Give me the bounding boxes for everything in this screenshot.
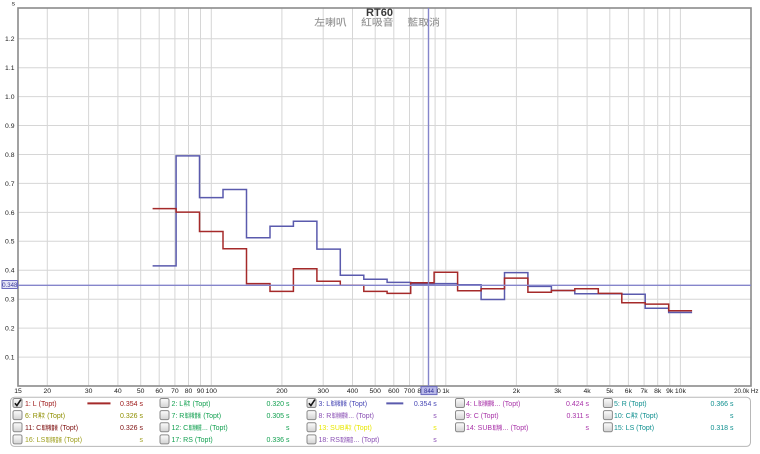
svg-text:(Topt): (Topt) [201, 413, 221, 420]
svg-text:0.318 s: 0.318 s [711, 425, 734, 432]
svg-text:0.4: 0.4 [5, 268, 15, 275]
svg-text:1k: 1k [442, 388, 450, 395]
svg-text:20.0k Hz: 20.0k Hz [734, 388, 758, 395]
svg-text:2k: 2k [513, 388, 521, 395]
svg-text:70: 70 [171, 388, 179, 395]
svg-text:0.6: 0.6 [5, 210, 15, 217]
svg-text:4: L: 4: L [466, 401, 478, 408]
svg-text:... (Topt): ... (Topt) [503, 425, 529, 432]
svg-text:6: R: 6: R [25, 413, 38, 420]
svg-text:0.348: 0.348 [2, 283, 18, 289]
svg-text:0.336 s: 0.336 s [267, 437, 290, 444]
svg-text:9k: 9k [666, 388, 674, 395]
svg-text:200: 200 [276, 388, 288, 395]
svg-text:17: RS: 17: RS [172, 437, 194, 444]
svg-text:0.424 s: 0.424 s [566, 401, 589, 408]
svg-text:8k: 8k [654, 388, 662, 395]
svg-text:8: R: 8: R [319, 413, 332, 420]
svg-text:6k: 6k [625, 388, 633, 395]
svg-text:5: R: 5: R [614, 401, 627, 408]
svg-text:11: C: 11: C [25, 425, 41, 432]
svg-text:80: 80 [185, 388, 193, 395]
svg-text:0.8: 0.8 [5, 152, 15, 159]
svg-text:0.326 s: 0.326 s [120, 413, 143, 420]
svg-text:s: s [586, 425, 590, 432]
svg-text:50: 50 [137, 388, 145, 395]
svg-text:0.2: 0.2 [5, 326, 15, 333]
svg-text:15: LS: 15: LS [614, 425, 635, 432]
svg-text:40: 40 [114, 388, 122, 395]
svg-text:1: L: 1: L [25, 401, 37, 408]
svg-text:0.311 s: 0.311 s [567, 413, 590, 420]
svg-text:0.320 s: 0.320 s [267, 401, 290, 408]
svg-text:500: 500 [370, 388, 382, 395]
svg-text:0.1: 0.1 [5, 355, 15, 362]
svg-text:(Topt): (Topt) [62, 437, 82, 444]
svg-text:... (Topt): ... (Topt) [202, 425, 228, 432]
svg-text:3k: 3k [554, 388, 562, 395]
svg-text:s: s [433, 413, 437, 420]
svg-text:0.366 s: 0.366 s [711, 401, 734, 408]
svg-text:1.0: 1.0 [5, 94, 15, 101]
svg-text:... (Topt): ... (Topt) [495, 401, 521, 408]
svg-text:0.7: 0.7 [5, 181, 15, 188]
svg-text:20: 20 [44, 388, 52, 395]
svg-text:400: 400 [347, 388, 359, 395]
svg-text:0.326 s: 0.326 s [120, 425, 143, 432]
svg-text:7k: 7k [641, 388, 649, 395]
svg-text:0.305 s: 0.305 s [267, 413, 290, 420]
svg-text:60: 60 [155, 388, 163, 395]
svg-text:... (Topt): ... (Topt) [348, 413, 374, 420]
svg-text:RT60: RT60 [366, 7, 393, 19]
svg-text:14: SUB: 14: SUB [466, 425, 492, 432]
svg-text:0.354 s: 0.354 s [120, 401, 143, 408]
svg-text:5k: 5k [606, 388, 614, 395]
svg-text:s: s [286, 425, 290, 432]
svg-text:(Topt): (Topt) [191, 401, 211, 408]
svg-text:700: 700 [404, 388, 416, 395]
svg-text:13: SUB: 13: SUB [319, 425, 345, 432]
svg-text:3: L: 3: L [319, 401, 331, 408]
svg-text:(Topt): (Topt) [37, 401, 57, 408]
svg-text:10k: 10k [675, 388, 687, 395]
svg-text:0.3: 0.3 [5, 297, 15, 304]
svg-text:90: 90 [197, 388, 205, 395]
svg-text:1.1: 1.1 [5, 65, 15, 72]
svg-text:300: 300 [318, 388, 330, 395]
svg-text:1.2: 1.2 [5, 36, 15, 43]
svg-text:(Topt): (Topt) [479, 413, 499, 420]
svg-text:0.9: 0.9 [5, 123, 15, 130]
svg-text:15: 15 [14, 388, 22, 395]
svg-text:7: R: 7: R [172, 413, 185, 420]
svg-text:s: s [433, 425, 437, 432]
svg-text:(Topt): (Topt) [638, 413, 658, 420]
svg-text:(Topt): (Topt) [347, 401, 367, 408]
svg-text:30: 30 [85, 388, 93, 395]
svg-text:(Topt): (Topt) [627, 401, 647, 408]
svg-text:(Topt): (Topt) [58, 425, 78, 432]
svg-text:0.5: 0.5 [5, 239, 15, 246]
svg-text:9: C: 9: C [466, 413, 479, 420]
svg-text:s: s [730, 413, 734, 420]
svg-text:(Topt): (Topt) [634, 425, 654, 432]
svg-text:s: s [12, 1, 16, 8]
svg-text:100: 100 [206, 388, 218, 395]
svg-text:4k: 4k [584, 388, 592, 395]
svg-text:(Topt): (Topt) [352, 425, 372, 432]
svg-text:s: s [140, 437, 144, 444]
svg-text:10: C: 10: C [614, 413, 631, 420]
svg-text:... (Topt): ... (Topt) [354, 437, 380, 444]
svg-text:16: LS: 16: LS [25, 437, 46, 444]
svg-text:12: C: 12: C [172, 425, 189, 432]
svg-text:600: 600 [388, 388, 400, 395]
svg-text:18: RS: 18: RS [319, 437, 341, 444]
svg-text:0.354 s: 0.354 s [414, 401, 437, 408]
svg-text:s: s [433, 437, 437, 444]
svg-text:2: L: 2: L [172, 401, 184, 408]
svg-text:(Topt): (Topt) [193, 437, 213, 444]
svg-text:844: 844 [424, 389, 435, 395]
svg-text:(Topt): (Topt) [45, 413, 65, 420]
